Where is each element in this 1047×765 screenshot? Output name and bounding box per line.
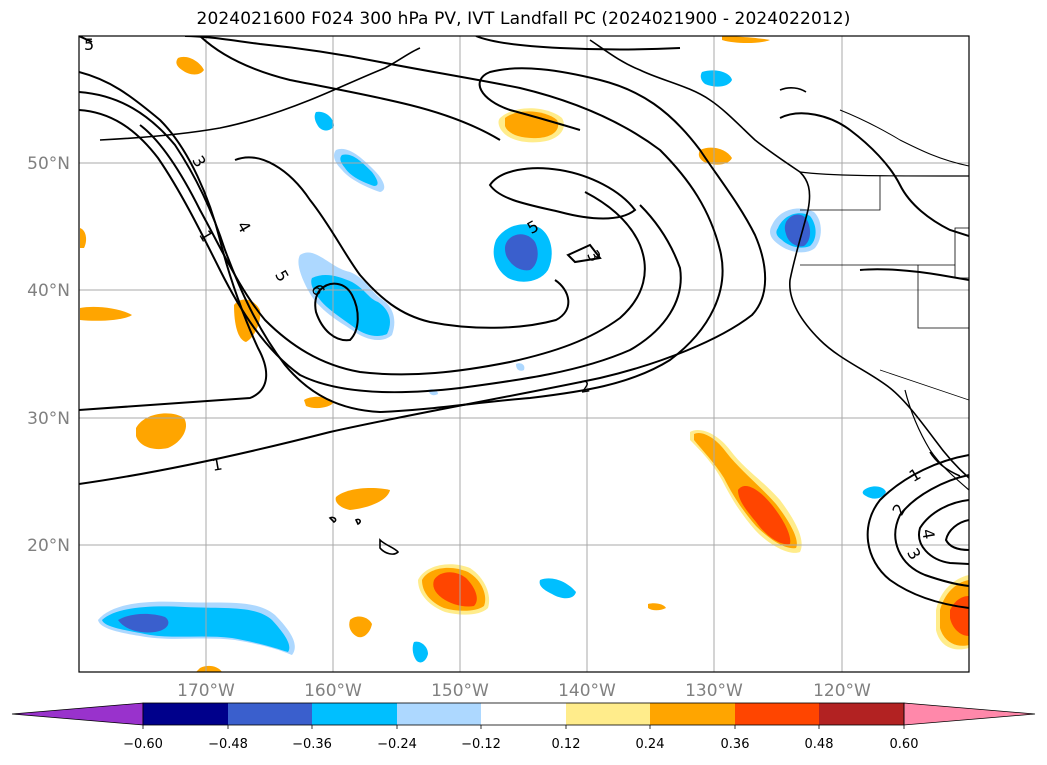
colorbar-bin xyxy=(819,703,904,725)
gridlines xyxy=(79,36,969,672)
pv-contours xyxy=(79,36,969,609)
plot-frame xyxy=(78,35,970,673)
lon-label-170w: 170°W xyxy=(177,681,235,701)
contour-label: 2 xyxy=(578,376,591,396)
colorbar-bin xyxy=(397,703,481,725)
colorbar-tick: 0.24 xyxy=(636,737,665,752)
colorbar-bin xyxy=(481,703,566,725)
lat-label-40n: 40°N xyxy=(27,281,70,301)
colorbar-bin xyxy=(312,703,397,725)
lon-label-130w: 130°W xyxy=(685,681,743,701)
lon-label-120w: 120°W xyxy=(813,681,871,701)
lon-label-140w: 140°W xyxy=(558,681,616,701)
colorbar-bin xyxy=(566,703,650,725)
colorbar-tick: −0.60 xyxy=(123,737,163,752)
colorbar-tick: 0.36 xyxy=(721,737,750,752)
map-title: 2024021600 F024 300 hPa PV, IVT Landfall… xyxy=(196,9,851,29)
latitude-labels: 50°N 40°N 30°N 20°N xyxy=(27,154,70,556)
colorbar-tick: −0.36 xyxy=(292,737,332,752)
contour-label: 1 xyxy=(210,454,223,474)
colorbar-tick: −0.24 xyxy=(377,737,417,752)
colorbar-bin xyxy=(735,703,819,725)
contour-label: 4 xyxy=(918,527,938,540)
lat-label-20n: 20°N xyxy=(27,536,70,556)
lat-label-50n: 50°N xyxy=(27,154,70,174)
longitude-labels: 170°W 160°W 150°W 140°W 130°W 120°W xyxy=(177,681,871,701)
colorbar-bin xyxy=(650,703,735,725)
colorbar: −0.60 −0.48 −0.36 −0.24 −0.12 0.12 0.24 … xyxy=(11,702,1036,752)
colorbar-tick: 0.60 xyxy=(890,737,919,752)
colorbar-tick: −0.48 xyxy=(208,737,248,752)
lat-label-30n: 30°N xyxy=(27,409,70,429)
lon-label-160w: 160°W xyxy=(304,681,362,701)
colorbar-bin xyxy=(143,703,228,725)
colorbar-tick: −0.12 xyxy=(461,737,501,752)
colorbar-tick: 0.48 xyxy=(805,737,834,752)
colorbar-tick: 0.12 xyxy=(552,737,581,752)
lon-label-150w: 150°W xyxy=(431,681,489,701)
colorbar-extend-min xyxy=(11,702,144,726)
colorbar-extend-max xyxy=(903,702,1036,726)
contour-label: 5 xyxy=(84,35,94,54)
colorbar-bin xyxy=(228,703,312,725)
state-borders xyxy=(800,176,969,401)
plot-area xyxy=(79,36,969,672)
